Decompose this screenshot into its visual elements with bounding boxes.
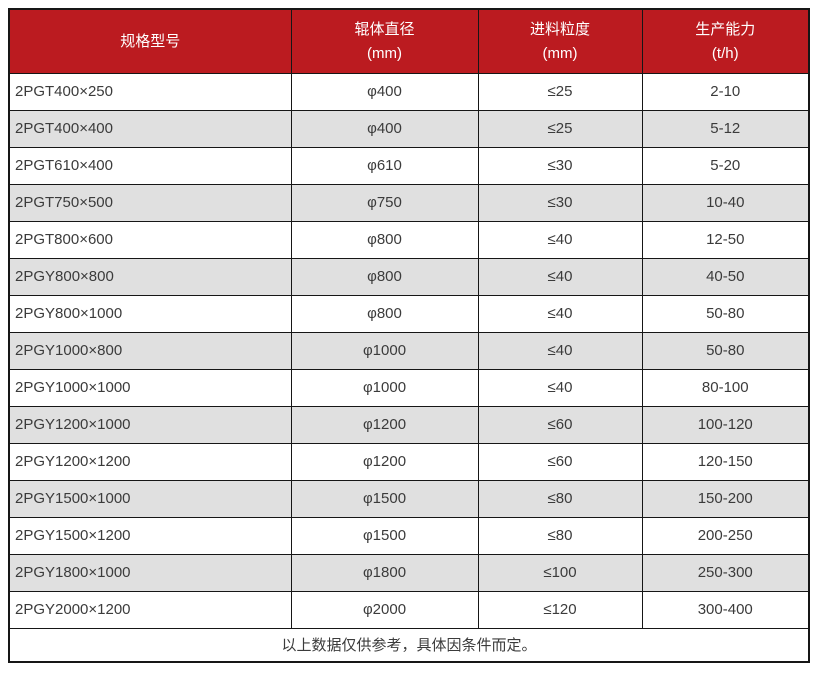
roller-diameter-cell: φ400 xyxy=(290,109,479,148)
feed-size-cell: ≤25 xyxy=(477,109,643,148)
feed-size-cell: ≤30 xyxy=(477,146,643,185)
column-header-label: 生产能力 xyxy=(695,21,756,39)
model-cell: 2PGY1200×1200 xyxy=(8,442,292,481)
feed-size-cell: ≤40 xyxy=(477,331,643,370)
column-header-capacity: 生产能力 (t/h) xyxy=(641,8,810,74)
feed-size-cell: ≤80 xyxy=(477,479,643,518)
capacity-cell: 40-50 xyxy=(641,257,810,296)
model-cell: 2PGY2000×1200 xyxy=(8,590,292,629)
capacity-cell: 80-100 xyxy=(641,368,810,407)
capacity-cell: 50-80 xyxy=(641,331,810,370)
table-row: 2PGY2000×1200 φ2000 ≤120 300-400 xyxy=(8,590,810,629)
column-header-label: 进料粒度 xyxy=(529,21,590,39)
footnote-row: 以上数据仅供参考，具体因条件而定。 xyxy=(8,627,810,663)
model-cell: 2PGY800×1000 xyxy=(8,294,292,333)
capacity-cell: 12-50 xyxy=(641,220,810,259)
feed-size-cell: ≤60 xyxy=(477,405,643,444)
capacity-cell: 50-80 xyxy=(641,294,810,333)
model-cell: 2PGY1800×1000 xyxy=(8,553,292,592)
model-cell: 2PGY1000×1000 xyxy=(8,368,292,407)
capacity-cell: 5-12 xyxy=(641,109,810,148)
feed-size-cell: ≤40 xyxy=(477,294,643,333)
roller-diameter-cell: φ1000 xyxy=(290,368,479,407)
spec-table-footer: 以上数据仅供参考，具体因条件而定。 xyxy=(8,627,810,663)
footnote-text: 以上数据仅供参考，具体因条件而定。 xyxy=(8,627,810,663)
table-row: 2PGY1800×1000 φ1800 ≤100 250-300 xyxy=(8,553,810,592)
feed-size-cell: ≤60 xyxy=(477,442,643,481)
roller-diameter-cell: φ800 xyxy=(290,220,479,259)
model-cell: 2PGT800×600 xyxy=(8,220,292,259)
table-row: 2PGY1000×800 φ1000 ≤40 50-80 xyxy=(8,331,810,370)
roller-diameter-cell: φ610 xyxy=(290,146,479,185)
column-header-feed-size: 进料粒度 (mm) xyxy=(477,8,643,74)
feed-size-cell: ≤25 xyxy=(477,72,643,111)
roller-diameter-cell: φ1000 xyxy=(290,331,479,370)
model-cell: 2PGY800×800 xyxy=(8,257,292,296)
roller-diameter-cell: φ1200 xyxy=(290,442,479,481)
table-row: 2PGY1000×1000 φ1000 ≤40 80-100 xyxy=(8,368,810,407)
column-header-unit: (mm) xyxy=(542,44,578,62)
table-row: 2PGY1200×1200 φ1200 ≤60 120-150 xyxy=(8,442,810,481)
table-row: 2PGT750×500 φ750 ≤30 10-40 xyxy=(8,183,810,222)
model-cell: 2PGY1500×1200 xyxy=(8,516,292,555)
column-header-unit: (mm) xyxy=(367,44,402,62)
table-row: 2PGY1500×1000 φ1500 ≤80 150-200 xyxy=(8,479,810,518)
roller-diameter-cell: φ1200 xyxy=(290,405,479,444)
model-cell: 2PGT750×500 xyxy=(8,183,292,222)
table-row: 2PGY800×800 φ800 ≤40 40-50 xyxy=(8,257,810,296)
capacity-cell: 5-20 xyxy=(641,146,810,185)
feed-size-cell: ≤40 xyxy=(477,220,643,259)
spec-table-header: 规格型号 辊体直径 (mm) 进料粒度 (mm) 生产能力 (t/h) xyxy=(8,8,810,74)
feed-size-cell: ≤40 xyxy=(477,257,643,296)
table-row: 2PGT400×250 φ400 ≤25 2-10 xyxy=(8,72,810,111)
feed-size-cell: ≤30 xyxy=(477,183,643,222)
capacity-cell: 200-250 xyxy=(641,516,810,555)
model-cell: 2PGY1200×1000 xyxy=(8,405,292,444)
capacity-cell: 2-10 xyxy=(641,72,810,111)
column-header-unit: (t/h) xyxy=(711,44,739,62)
header-row: 规格型号 辊体直径 (mm) 进料粒度 (mm) 生产能力 (t/h) xyxy=(8,8,810,74)
capacity-cell: 10-40 xyxy=(641,183,810,222)
model-cell: 2PGT400×250 xyxy=(8,72,292,111)
column-header-label: 规格型号 xyxy=(120,32,181,50)
feed-size-cell: ≤80 xyxy=(477,516,643,555)
roller-diameter-cell: φ800 xyxy=(290,257,479,296)
column-header-label: 辊体直径 xyxy=(354,21,415,39)
model-cell: 2PGT400×400 xyxy=(8,109,292,148)
roller-diameter-cell: φ1500 xyxy=(290,516,479,555)
roller-diameter-cell: φ400 xyxy=(290,72,479,111)
model-cell: 2PGY1000×800 xyxy=(8,331,292,370)
feed-size-cell: ≤40 xyxy=(477,368,643,407)
table-row: 2PGY1500×1200 φ1500 ≤80 200-250 xyxy=(8,516,810,555)
table-row: 2PGY800×1000 φ800 ≤40 50-80 xyxy=(8,294,810,333)
capacity-cell: 300-400 xyxy=(641,590,810,629)
roller-diameter-cell: φ800 xyxy=(290,294,479,333)
roller-diameter-cell: φ1800 xyxy=(290,553,479,592)
capacity-cell: 250-300 xyxy=(641,553,810,592)
table-row: 2PGT400×400 φ400 ≤25 5-12 xyxy=(8,109,810,148)
column-header-roller-diameter: 辊体直径 (mm) xyxy=(290,8,479,74)
table-row: 2PGT610×400 φ610 ≤30 5-20 xyxy=(8,146,810,185)
feed-size-cell: ≤120 xyxy=(477,590,643,629)
model-cell: 2PGY1500×1000 xyxy=(8,479,292,518)
roller-diameter-cell: φ1500 xyxy=(290,479,479,518)
model-cell: 2PGT610×400 xyxy=(8,146,292,185)
roller-diameter-cell: φ2000 xyxy=(290,590,479,629)
column-header-model: 规格型号 xyxy=(8,8,292,74)
capacity-cell: 100-120 xyxy=(641,405,810,444)
spec-table: 规格型号 辊体直径 (mm) 进料粒度 (mm) 生产能力 (t/h) 2PGT… xyxy=(8,8,810,663)
feed-size-cell: ≤100 xyxy=(477,553,643,592)
spec-table-body: 2PGT400×250 φ400 ≤25 2-10 2PGT400×400 φ400 ≤25… xyxy=(8,72,810,629)
table-row: 2PGY1200×1000 φ1200 ≤60 100-120 xyxy=(8,405,810,444)
capacity-cell: 120-150 xyxy=(641,442,810,481)
table-row: 2PGT800×600 φ800 ≤40 12-50 xyxy=(8,220,810,259)
roller-diameter-cell: φ750 xyxy=(290,183,479,222)
capacity-cell: 150-200 xyxy=(641,479,810,518)
